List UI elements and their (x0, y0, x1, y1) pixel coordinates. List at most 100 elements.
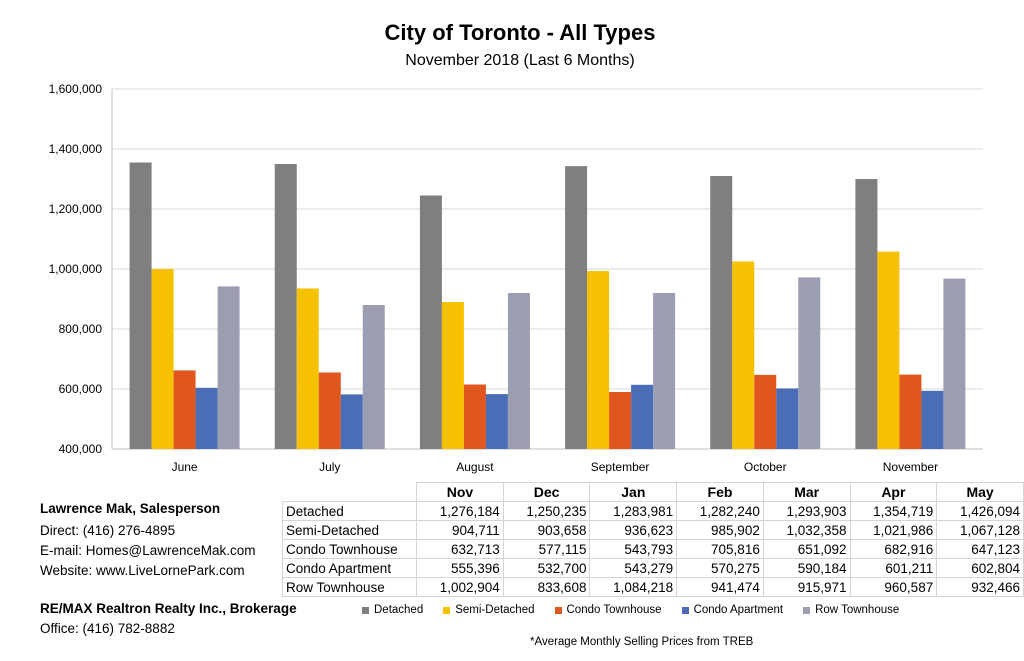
agent-website: Website: www.LiveLornePark.com (40, 563, 245, 578)
legend-swatch (803, 606, 811, 614)
table-cell: 915,971 (762, 577, 851, 597)
bar (631, 384, 654, 449)
legend-item: Detached (362, 604, 423, 616)
legend-label: Detached (374, 604, 424, 616)
chart-legend: Detached Semi-Detached Condo Townhouse Cond… (362, 604, 919, 616)
table-cell: 543,279 (589, 558, 678, 578)
y-tick-label: 1,600,000 (49, 82, 103, 96)
bar (565, 166, 588, 449)
bar (362, 305, 385, 449)
column-header: Feb (676, 482, 764, 502)
column-header: Jan (589, 482, 678, 502)
bar (274, 164, 297, 449)
table-cell: 1,293,903 (762, 501, 851, 521)
table-cell: 651,092 (762, 539, 851, 559)
legend-swatch (443, 606, 451, 614)
legend-label: Semi-Detached (455, 604, 535, 616)
table-cell: 985,902 (676, 520, 764, 540)
brokerage-name: RE/MAX Realtron Realty Inc., Brokerage (40, 601, 297, 616)
column-header: May (936, 482, 1024, 502)
column-header: Apr (849, 482, 938, 502)
table-row: Condo Apartment 555,396 532,700 543,279 570,… (281, 558, 1024, 578)
bar (754, 374, 777, 449)
table-header-row: Nov Dec Jan Feb Mar Apr May (282, 482, 1024, 502)
bar-chart: 400,000 600,000 800,000 1,000,000 1,200,000 1… (49, 82, 983, 474)
table-cell: 1,067,128 (936, 520, 1024, 540)
y-tick-label: 800,000 (59, 322, 103, 336)
table-row: Semi-Detached 904,711 903,658 936,623 985,90… (281, 520, 1024, 540)
y-tick-label: 1,400,000 (49, 142, 103, 156)
bar (340, 394, 363, 449)
row-header: Condo Apartment (281, 558, 418, 578)
legend-label: Condo Townhouse (566, 604, 662, 616)
legend-swatch (681, 606, 689, 614)
table-cell: 1,250,235 (502, 501, 591, 521)
x-tick-label: October (744, 460, 787, 474)
bar (710, 176, 733, 449)
column-header: Mar (762, 482, 851, 502)
y-tick-label: 400,000 (59, 442, 103, 456)
legend-swatch (554, 606, 562, 614)
bar (129, 162, 152, 449)
table-cell: 833,608 (502, 577, 591, 597)
bar (653, 293, 676, 449)
bar (776, 388, 799, 449)
bar (463, 384, 486, 449)
table-corner (282, 482, 418, 502)
bar (798, 277, 821, 449)
table-cell: 602,804 (936, 558, 1024, 578)
x-tick-label: June (172, 460, 198, 474)
table-cell: 936,623 (589, 520, 678, 540)
price-table: Nov Dec Jan Feb Mar Apr May Detached 1,276,184 1,… (281, 482, 1024, 597)
agent-name: Lawrence Mak, Salesperson (40, 501, 221, 516)
x-tick-label: July (319, 460, 340, 474)
table-cell: 632,713 (416, 539, 504, 559)
bar (173, 370, 196, 449)
bar (921, 390, 944, 449)
table-cell: 570,275 (676, 558, 764, 578)
table-cell: 1,276,184 (416, 501, 504, 521)
table-cell: 682,916 (849, 539, 938, 559)
bar (855, 179, 878, 449)
table-cell: 1,032,358 (762, 520, 851, 540)
column-header: Dec (502, 482, 591, 502)
table-cell: 932,466 (936, 577, 1024, 597)
bar (217, 286, 240, 449)
table-row: Row Townhouse 1,002,904 833,608 1,084,218 94… (281, 577, 1024, 597)
table-cell: 1,426,094 (936, 501, 1024, 521)
bar (507, 293, 530, 449)
bar (587, 271, 610, 449)
table-cell: 941,474 (676, 577, 764, 597)
bar (441, 302, 464, 449)
table-cell: 1,021,986 (849, 520, 938, 540)
bar (296, 288, 319, 449)
row-header: Row Townhouse (281, 577, 418, 597)
bar (151, 269, 174, 449)
table-cell: 590,184 (762, 558, 851, 578)
row-header: Condo Townhouse (281, 539, 418, 559)
table-cell: 577,115 (502, 539, 591, 559)
column-header: Nov (416, 482, 504, 502)
table-cell: 555,396 (416, 558, 504, 578)
bar (732, 261, 755, 449)
bar (485, 394, 508, 449)
legend-swatch (362, 606, 369, 614)
bar (318, 372, 341, 449)
legend-item: Condo Townhouse (554, 604, 662, 616)
table-cell: 532,700 (502, 558, 591, 578)
y-tick-label: 1,000,000 (49, 262, 103, 276)
legend-item: Row Townhouse (803, 604, 899, 616)
legend-item: Semi-Detached (443, 604, 535, 616)
table-cell: 1,084,218 (589, 577, 678, 597)
bar (419, 195, 442, 449)
y-tick-label: 1,200,000 (49, 202, 103, 216)
brokerage-office-phone: Office: (416) 782-8882 (40, 621, 175, 636)
legend-label: Condo Apartment (693, 604, 784, 616)
footnote: *Average Monthly Selling Prices from TRE… (530, 636, 754, 648)
table-cell: 1,282,240 (676, 501, 764, 521)
table-cell: 1,283,981 (589, 501, 678, 521)
legend-item: Condo Apartment (681, 604, 784, 616)
table-cell: 1,354,719 (849, 501, 938, 521)
table-row: Detached 1,276,184 1,250,235 1,283,981 1,282… (281, 501, 1024, 521)
bar (899, 374, 922, 449)
